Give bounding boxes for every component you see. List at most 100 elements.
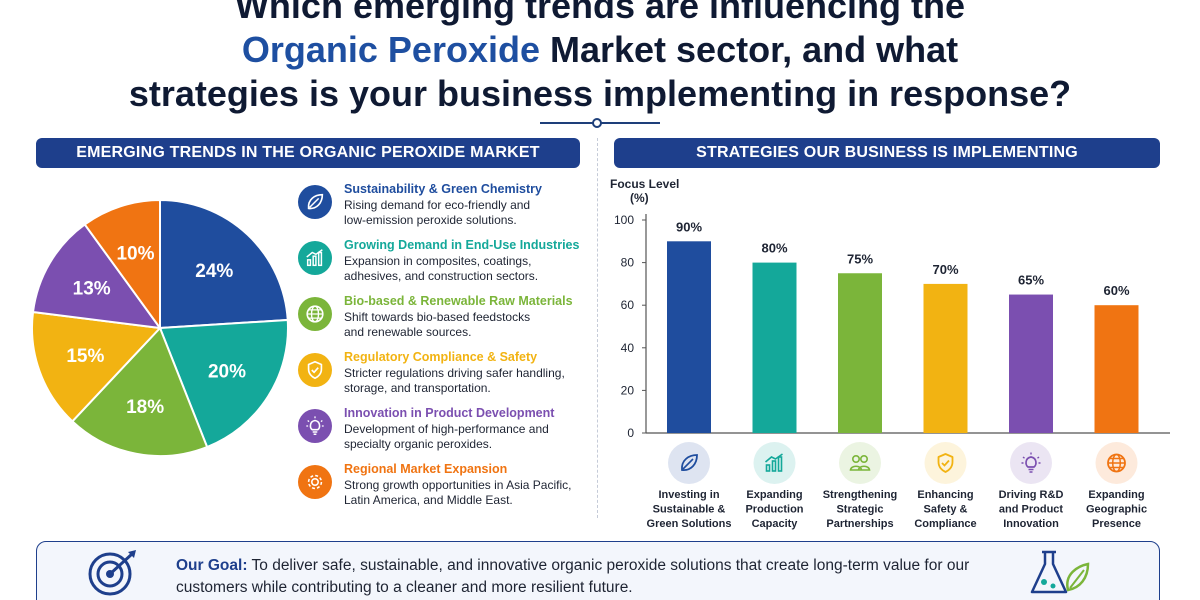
x-tick-label: Safety & <box>923 504 967 516</box>
growth-chart-icon-badge <box>298 241 332 275</box>
y-tick-label: 40 <box>621 341 635 355</box>
y-tick-label: 60 <box>621 298 635 312</box>
lightbulb-icon-badge <box>298 409 332 443</box>
category-icon-badge <box>924 442 967 484</box>
y-tick-label: 80 <box>621 256 635 270</box>
x-tick-label: Production <box>745 504 803 516</box>
goal-description: To deliver safe, sustainable, and innova… <box>176 557 970 596</box>
x-tick-label: Sustainable & <box>653 504 726 516</box>
trend-text: Bio-based & Renewable Raw Materials Shift… <box>344 294 573 340</box>
trend-description-line: low-emission peroxide solutions. <box>344 213 517 227</box>
category-icon-badge <box>753 442 796 484</box>
y-tick-label: 20 <box>621 383 635 397</box>
gear-icon-badge <box>298 465 332 499</box>
bar <box>752 262 797 433</box>
x-tick-label: Strengthening <box>823 489 898 501</box>
strategies-banner: STRATEGIES OUR BUSINESS IS IMPLEMENTING <box>614 138 1160 168</box>
bar-value-label: 70% <box>932 262 958 277</box>
trend-heading: Sustainability & Green Chemistry <box>344 182 542 196</box>
bar-value-label: 80% <box>761 241 787 256</box>
y-axis-label-line-1: Focus Level <box>610 177 680 191</box>
trend-text: Regulatory Compliance & Safety Stricter r… <box>344 350 565 396</box>
x-tick-label: Green Solutions <box>647 518 732 530</box>
pie-slice-label: 13% <box>73 279 111 300</box>
trends-list: Sustainability & Green Chemistry Rising d… <box>298 182 588 518</box>
trend-description-line: storage, and transportation. <box>344 381 491 395</box>
pie-slice <box>31 223 163 330</box>
bar-value-label: 60% <box>1103 283 1129 298</box>
shield-check-icon-badge <box>298 353 332 387</box>
bar-value-label: 75% <box>847 251 873 266</box>
title-line-3: strategies is your business implementing… <box>128 73 1072 114</box>
trend-description-line: Strong growth opportunities in Asia Paci… <box>344 478 572 492</box>
gear-icon <box>307 474 323 490</box>
trend-description-line: Rising demand for eco-friendly and <box>344 198 531 212</box>
trends-pie-chart: 24% 20% 18% 15% 13%10% <box>31 198 289 457</box>
trend-text: Sustainability & Green Chemistry Rising d… <box>344 182 542 228</box>
x-tick-label: Expanding <box>746 489 802 501</box>
y-tick-label: 100 <box>614 213 634 227</box>
pie-slice-label: 24% <box>195 261 233 282</box>
y-axis-label: Focus Level (%) <box>610 177 679 205</box>
people-icon <box>849 455 871 471</box>
strategies-bar-chart: 0 20 40 60 80 100 90% Investing in Sustainable &… <box>614 213 1170 530</box>
goal-label: Our Goal: <box>176 557 248 574</box>
trend-description-line: Development of high-performance and <box>344 422 549 436</box>
pie-slice-label: 15% <box>66 346 104 367</box>
trend-heading: Growing Demand in End-Use Industries <box>344 238 580 252</box>
trend-item: Regulatory Compliance & Safety Stricter r… <box>298 350 588 406</box>
section-divider <box>597 138 598 518</box>
leaf-icon <box>681 454 698 471</box>
bar <box>923 283 968 433</box>
bar <box>1094 305 1139 433</box>
y-axis-label-line-2: (%) <box>630 191 649 205</box>
pie-slice <box>83 198 161 332</box>
x-tick-label: Partnerships <box>826 518 893 530</box>
leaf-icon-badge <box>298 185 332 219</box>
trend-item: Bio-based & Renewable Raw Materials Shift… <box>298 294 588 350</box>
leaf-icon <box>307 193 324 210</box>
trend-description-line: specialty organic peroxides. <box>344 437 493 451</box>
trend-description-line: Latin America, and Middle East. <box>344 493 513 507</box>
pie-slice-label: 18% <box>126 397 164 418</box>
bar-value-label: 90% <box>676 219 702 234</box>
pie-slice <box>70 326 209 457</box>
globe-icon <box>1107 453 1126 473</box>
pie-slice-label: 10% <box>116 244 154 265</box>
trend-item: Innovation in Product Development Develop… <box>298 406 588 462</box>
growth-chart-icon <box>764 453 783 472</box>
pie-slice <box>158 318 289 449</box>
trend-item: Regional Market Expansion Strong growth o… <box>298 462 588 518</box>
trend-description-line: Stricter regulations driving safer handl… <box>344 366 565 380</box>
lightbulb-icon <box>306 416 324 435</box>
flask-leaf-icon <box>1030 550 1090 594</box>
trend-text: Regional Market Expansion Strong growth o… <box>344 462 571 508</box>
globe-icon <box>306 305 324 323</box>
goal-panel <box>36 541 1160 600</box>
bar <box>1009 294 1053 433</box>
category-icon-badge <box>839 442 881 484</box>
x-tick-label: Driving R&D <box>999 489 1064 501</box>
trend-heading: Regulatory Compliance & Safety <box>344 350 538 364</box>
trend-heading: Innovation in Product Development <box>344 406 555 420</box>
trend-description-line: and renewable sources. <box>344 325 472 339</box>
trend-heading: Regional Market Expansion <box>344 462 508 476</box>
trend-heading: Bio-based & Renewable Raw Materials <box>344 294 573 308</box>
title-divider-dot <box>592 118 602 128</box>
trend-description-line: adhesives, and construction sectors. <box>344 269 539 283</box>
shield-check-icon <box>307 360 323 380</box>
trend-description-line: Shift towards bio-based feedstocks <box>344 310 531 324</box>
shield-check-icon <box>937 453 954 473</box>
target-icon <box>88 550 136 596</box>
x-tick-label: Geographic <box>1086 504 1147 516</box>
lightbulb-icon <box>1021 452 1041 473</box>
pie-slice-label: 20% <box>208 362 246 383</box>
page-title: Which emerging trends are influencing th… <box>0 0 1200 116</box>
x-tick-label: Investing in <box>658 489 719 501</box>
x-tick-label: Capacity <box>752 518 799 530</box>
title-line-2-rest: Market sector, and what <box>539 29 959 70</box>
x-tick-label: Strategic <box>836 504 883 516</box>
x-tick-label: Expanding <box>1088 489 1144 501</box>
trend-text: Growing Demand in End-Use Industries Expa… <box>344 238 579 284</box>
title-highlight: Organic Peroxide <box>241 29 540 70</box>
